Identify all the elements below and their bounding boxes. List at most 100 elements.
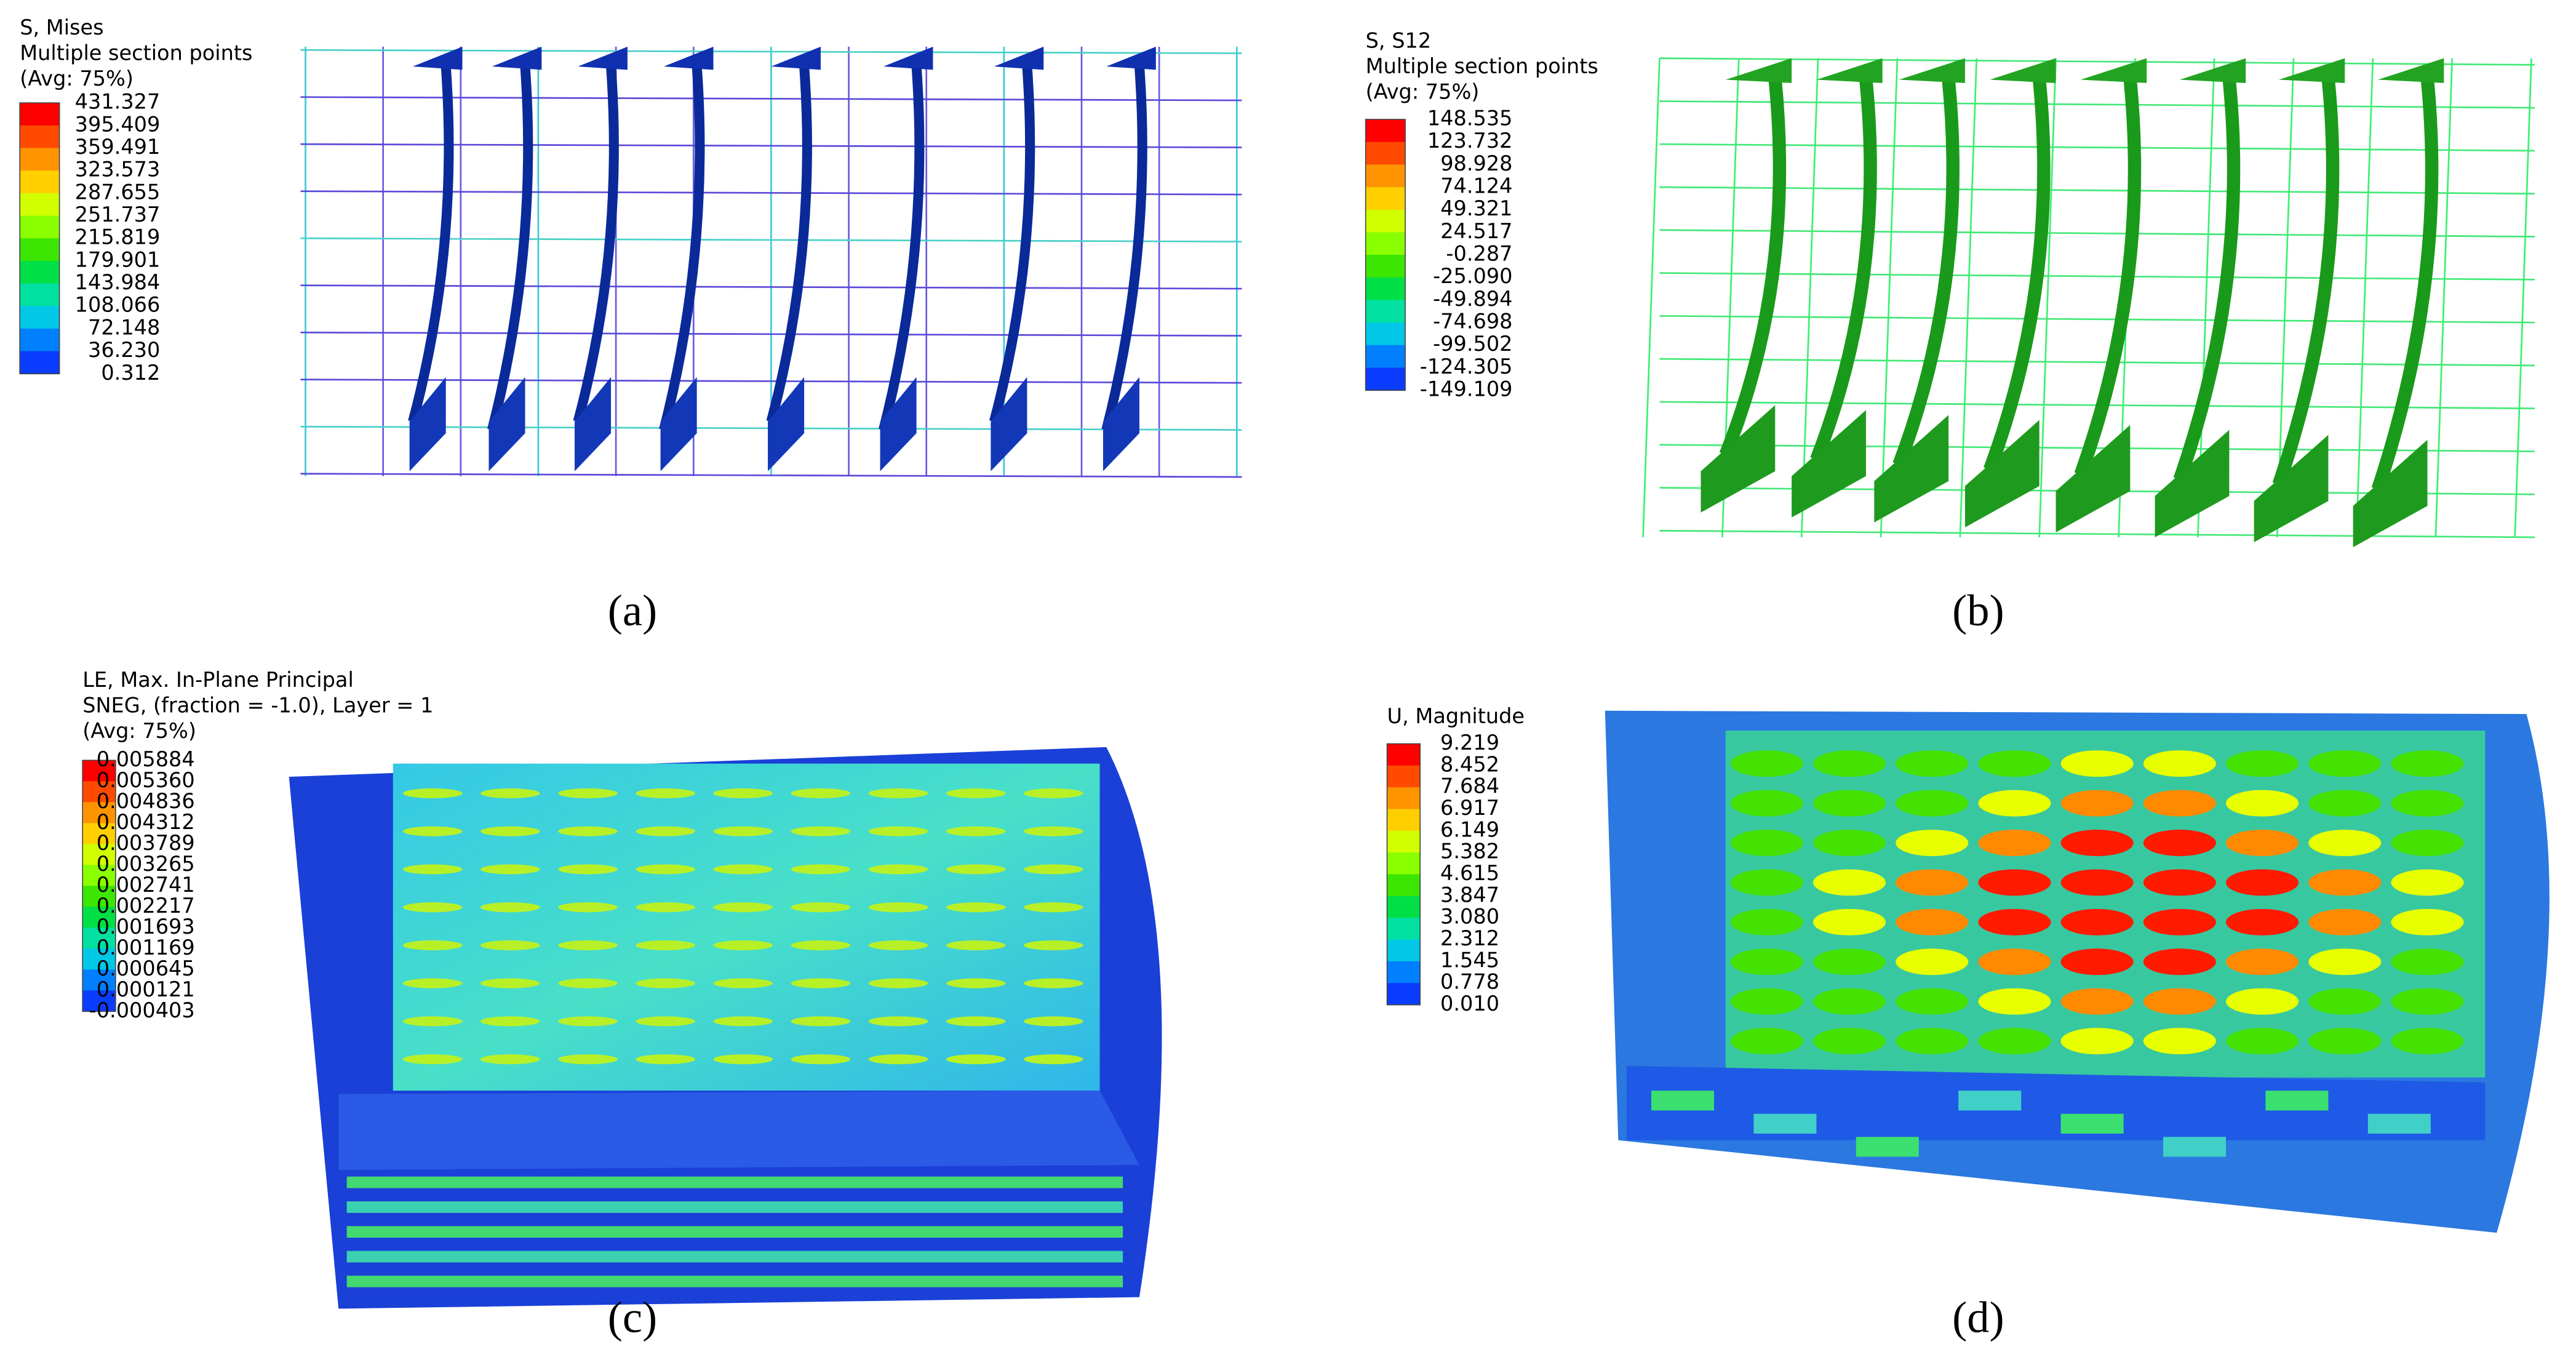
rib (487, 66, 533, 431)
contour (2308, 790, 2382, 817)
contour (1978, 1028, 2051, 1055)
rib-flange (1899, 58, 1965, 83)
contour (1024, 978, 1083, 988)
contour (481, 902, 540, 913)
rib-flange (2155, 430, 2230, 537)
color-band (1387, 765, 1421, 788)
inner-wall (393, 763, 1100, 1091)
contour (1024, 940, 1083, 950)
legend-value: 36.230 (88, 338, 160, 362)
rib-flange (2254, 435, 2329, 543)
contour (2391, 830, 2464, 857)
contour (868, 902, 928, 913)
contour (791, 864, 851, 875)
legend-value: -149.109 (1420, 377, 1513, 401)
legend-value: 0.004312 (97, 810, 195, 834)
contour (1730, 1028, 1803, 1055)
legend-title: S, Mises (20, 15, 103, 39)
color-bar-frame (1386, 743, 1421, 1006)
legend-value: 0.778 (1440, 970, 1499, 994)
legend-title: (Avg: 75%) (20, 66, 134, 90)
legend-value: 74.124 (1440, 174, 1512, 198)
contour (2225, 908, 2299, 935)
rib-flange (2377, 58, 2444, 83)
contour (558, 1054, 618, 1065)
legend-value: 0.010 (1440, 991, 1499, 1015)
color-band (82, 865, 116, 887)
contour (1813, 790, 1886, 817)
contour (1730, 750, 1803, 777)
contour (1896, 988, 1969, 1015)
wireframe-line (1659, 143, 2535, 152)
legend-value: -49.894 (1433, 287, 1512, 311)
contour (1978, 869, 2051, 896)
contour (558, 788, 618, 799)
color-band (1365, 255, 1406, 278)
contour (1813, 869, 1886, 896)
rib-flange (1874, 415, 1949, 523)
contour (636, 864, 695, 875)
color-band (1365, 277, 1406, 301)
contour (1024, 902, 1083, 913)
color-band (20, 283, 60, 307)
wireframe-line (2038, 58, 2057, 538)
wireframe-line (300, 473, 1242, 478)
color-band (1365, 164, 1406, 188)
contour (1730, 988, 1803, 1015)
contour (636, 1016, 695, 1027)
legend-value: -74.698 (1433, 310, 1512, 334)
contour (1813, 988, 1886, 1015)
contour (2391, 908, 2464, 935)
contour (402, 788, 463, 799)
contour (2225, 988, 2299, 1015)
contour (481, 978, 540, 988)
contour (1730, 908, 1803, 935)
legend-value: 7.684 (1440, 774, 1499, 798)
legend-value: 143.984 (75, 270, 161, 294)
contour (713, 978, 773, 988)
contour (946, 788, 1006, 799)
contour (1896, 830, 1969, 857)
legend-value: 6.149 (1440, 817, 1499, 841)
wireframe-line (1659, 272, 2535, 281)
contour (636, 826, 695, 836)
color-band (1387, 961, 1421, 984)
rib (2272, 79, 2340, 487)
contour (558, 864, 618, 875)
contour (791, 1054, 851, 1065)
floor-box (1958, 1091, 2022, 1111)
legend-value: 0.312 (101, 361, 160, 385)
contour (1896, 908, 1969, 935)
color-band (1387, 895, 1421, 919)
legend-title: Multiple section points (1366, 54, 1598, 78)
contour (791, 1016, 851, 1027)
contour (868, 1054, 928, 1065)
rib-flange (488, 377, 525, 471)
contour (481, 826, 540, 836)
contour (2391, 869, 2464, 896)
floor-box (1856, 1137, 1919, 1157)
wireframe-line (300, 284, 1242, 290)
legend: U, Magnitude 9.2198.4527.6846.9176.1495.3… (1386, 704, 1525, 1015)
contour (946, 864, 1006, 875)
rib (659, 66, 705, 431)
legend-value: 123.732 (1427, 129, 1513, 153)
wireframe-line (1659, 229, 2535, 238)
contour (1024, 788, 1083, 799)
contour (2060, 988, 2134, 1015)
wireframe-line (2514, 58, 2532, 538)
legend-value: 9.219 (1440, 731, 1499, 755)
contour (713, 826, 773, 836)
contour (2391, 1028, 2464, 1055)
contour (1813, 830, 1886, 857)
contour (2391, 988, 2464, 1015)
color-band (1387, 852, 1421, 875)
legend-value: 0.003789 (97, 831, 195, 855)
legend-value: 0.005360 (97, 768, 195, 792)
contour (1813, 750, 1886, 777)
color-band (82, 990, 116, 1012)
legend-value: 0.003265 (97, 852, 195, 876)
rib-flange (880, 377, 917, 471)
color-band (1387, 809, 1421, 831)
contour (402, 940, 463, 950)
